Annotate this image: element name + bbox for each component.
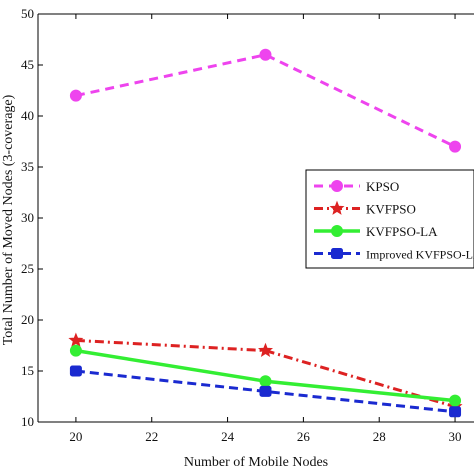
legend-marker-kpso: [331, 180, 343, 192]
data-point-kpso: [449, 140, 462, 153]
series-layer: [68, 48, 463, 418]
series-kpso: [69, 48, 462, 153]
series-kvfpso: [68, 332, 463, 414]
series-line-kvfpso: [75, 338, 456, 409]
series-improved-kvfpso-la: [69, 365, 462, 418]
data-point-kvfpso-la: [69, 344, 82, 357]
y-axis-label: Total Number of Moved Nodes (3-coverage): [1, 94, 16, 345]
data-point-kpso: [259, 48, 272, 61]
y-tick-label: 40: [21, 108, 34, 123]
data-point-kvfpso: [258, 342, 274, 358]
x-tick-label: 22: [145, 429, 158, 444]
legend: KPSO KVFPSO KVFPSO-LA Improved KVFPSO-LA: [305, 169, 474, 269]
x-tick-label: 24: [221, 429, 235, 444]
x-tick-label: 30: [449, 429, 462, 444]
legend-label-improved-kvfpso-la: Improved KVFPSO-LA: [366, 248, 474, 262]
y-tick-label: 35: [21, 159, 34, 174]
data-point-kvfpso-la: [449, 394, 462, 407]
legend-label-kpso: KPSO: [366, 179, 399, 194]
y-tick-label: 30: [21, 210, 34, 225]
series-line-kpso: [75, 53, 456, 148]
x-tick-label: 20: [69, 429, 82, 444]
data-point-improved-kvfpso-la: [449, 406, 462, 418]
x-axis-label: Number of Mobile Nodes: [184, 455, 328, 470]
y-tick-label: 15: [21, 363, 34, 378]
data-point-kpso: [69, 89, 82, 102]
legend-marker-kvfpso: [329, 200, 345, 215]
data-point-kvfpso: [68, 332, 84, 347]
legend-label-kvfpso-la: KVFPSO-LA: [366, 224, 438, 239]
y-tick-label: 25: [21, 261, 34, 276]
data-point-improved-kvfpso-la: [259, 385, 272, 397]
legend-marker-improved-kvfpso-la: [331, 248, 343, 259]
data-point-kvfpso-la: [259, 375, 272, 388]
series-kvfpso-la: [69, 344, 462, 407]
y-tick-label: 45: [21, 57, 34, 72]
legend-label-kvfpso: KVFPSO: [366, 202, 416, 217]
y-tick-label: 50: [21, 6, 34, 21]
x-tick-label: 28: [373, 429, 386, 444]
y-tick-label: 20: [21, 312, 34, 327]
y-tick-label: 10: [21, 414, 34, 429]
axis-labels: Number of Mobile Nodes Total Number of M…: [1, 94, 328, 470]
legend-marker-kvfpso-la: [331, 225, 343, 237]
axis-ticks: 10 15 20 25 30 35 40 45 50 20 22 24 26 28 30: [21, 6, 462, 444]
data-point-improved-kvfpso-la: [69, 365, 82, 377]
x-tick-label: 26: [297, 429, 311, 444]
